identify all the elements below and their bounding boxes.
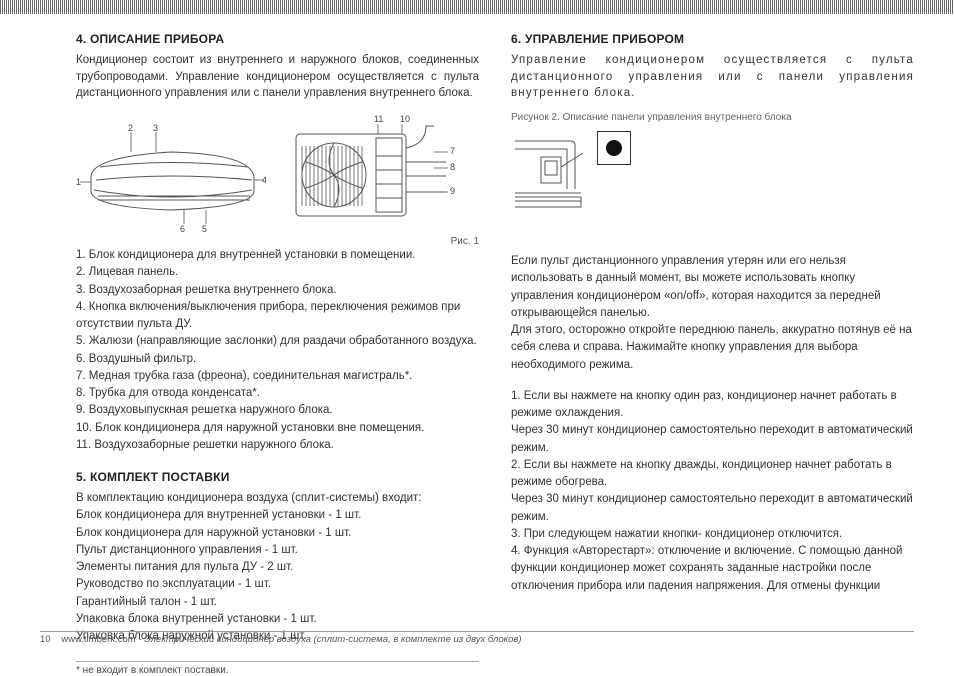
para-line: Через 30 минут кондиционер самостоятельн… (511, 422, 914, 457)
para-line: Если пульт дистанционного управления уте… (511, 253, 914, 322)
section4-list: 1. Блок кондиционера для внутренней уста… (76, 247, 479, 454)
figure1-outdoor-unit: 11 10 7 8 9 (276, 112, 476, 232)
list-item: Блок кондиционера для наружной установки… (76, 525, 479, 542)
list-item: 4. Кнопка включения/выключения прибора, … (76, 299, 479, 334)
list-item: 10. Блок кондиционера для наружной устан… (76, 420, 479, 437)
list-item: Пульт дистанционного управления - 1 шт. (76, 542, 479, 559)
section6-para: Управление кондиционером осуществляется … (511, 52, 914, 102)
list-item: 6. Воздушный фильтр. (76, 351, 479, 368)
callout-1: 1 (76, 177, 81, 187)
figure1-label: Рис. 1 (76, 236, 479, 247)
section6-title: 6. УПРАВЛЕНИЕ ПРИБОРОМ (511, 32, 914, 46)
callout-2: 2 (128, 123, 133, 133)
list-item: 3. Воздухозаборная решетка внутреннего б… (76, 282, 479, 299)
para-line: 1. Если вы нажмете на кнопку один раз, к… (511, 388, 914, 423)
onoff-button-icon (597, 131, 631, 165)
list-item: 7. Медная трубка газа (фреона), соединит… (76, 368, 479, 385)
para-line: 3. При следующем нажатии кнопки- кондици… (511, 526, 914, 543)
list-item: Гарантийный талон - 1 шт. (76, 594, 479, 611)
right-column: 6. УПРАВЛЕНИЕ ПРИБОРОМ Управление кондиц… (511, 32, 914, 676)
section6-block1: Если пульт дистанционного управления уте… (511, 253, 914, 374)
list-item: 11. Воздухозаборные решетки наружного бл… (76, 437, 479, 454)
para-line: Через 30 минут кондиционер самостоятельн… (511, 491, 914, 526)
callout-5: 5 (202, 224, 207, 232)
callout-9: 9 (450, 186, 455, 196)
footer-url: www.timberk.com (61, 634, 135, 645)
figure1-row: 1 2 3 4 5 6 (76, 112, 479, 232)
list-item: Упаковка блока внутренней установки - 1 … (76, 611, 479, 628)
left-column: 4. ОПИСАНИЕ ПРИБОРА Кондиционер состоит … (76, 32, 479, 676)
para-line: 2. Если вы нажмете на кнопку дважды, кон… (511, 457, 914, 492)
section6-block2: 1. Если вы нажмете на кнопку один раз, к… (511, 388, 914, 595)
page-body: 4. ОПИСАНИЕ ПРИБОРА Кондиционер состоит … (0, 14, 954, 676)
callout-7: 7 (450, 146, 455, 156)
figure2-row (511, 131, 914, 209)
list-item: Руководство по эксплуатации - 1 шт. (76, 576, 479, 593)
callout-11: 11 (374, 114, 383, 124)
footer-tail: Электрический кондиционер воздуха (сплит… (144, 634, 521, 645)
list-item: 5. Жалюзи (направляющие заслонки) для ра… (76, 333, 479, 350)
callout-8: 8 (450, 162, 455, 172)
figure2-caption: Рисунок 2. Описание панели управления вн… (511, 112, 914, 123)
page-number: 10 (40, 634, 51, 645)
figure2-panel-diagram (511, 131, 589, 209)
list-item: 1. Блок кондиционера для внутренней уста… (76, 247, 479, 264)
section5-list: В комплектацию кондиционера воздуха (спл… (76, 490, 479, 645)
callout-10: 10 (400, 114, 410, 124)
footnote: * не входит в комплект поставки. (76, 661, 479, 676)
list-item: 2. Лицевая панель. (76, 264, 479, 281)
section4-para: Кондиционер состоит из внутреннего и нар… (76, 52, 479, 102)
callout-4: 4 (262, 175, 266, 185)
callout-3: 3 (153, 123, 158, 133)
top-hatched-bar (0, 0, 954, 14)
footer-sep: - (136, 634, 144, 645)
para-line: 4. Функция «Авторестарт»: отключение и в… (511, 543, 914, 595)
para-line: Для этого, осторожно откройте переднюю п… (511, 322, 914, 374)
list-item: Элементы питания для пульта ДУ - 2 шт. (76, 559, 479, 576)
section4-title: 4. ОПИСАНИЕ ПРИБОРА (76, 32, 479, 46)
list-item: 9. Воздуховыпускная решетка наружного бл… (76, 402, 479, 419)
page-footer: 10 www.timberk.com - Электрический конди… (40, 631, 914, 645)
black-dot-icon (606, 140, 622, 156)
list-item: 8. Трубка для отвода конденсата*. (76, 385, 479, 402)
callout-6: 6 (180, 224, 185, 232)
section5-title: 5. КОМПЛЕКТ ПОСТАВКИ (76, 470, 479, 484)
figure1-indoor-unit: 1 2 3 4 5 6 (76, 122, 266, 232)
list-item: Блок кондиционера для внутренней установ… (76, 507, 479, 524)
list-item: В комплектацию кондиционера воздуха (спл… (76, 490, 479, 507)
